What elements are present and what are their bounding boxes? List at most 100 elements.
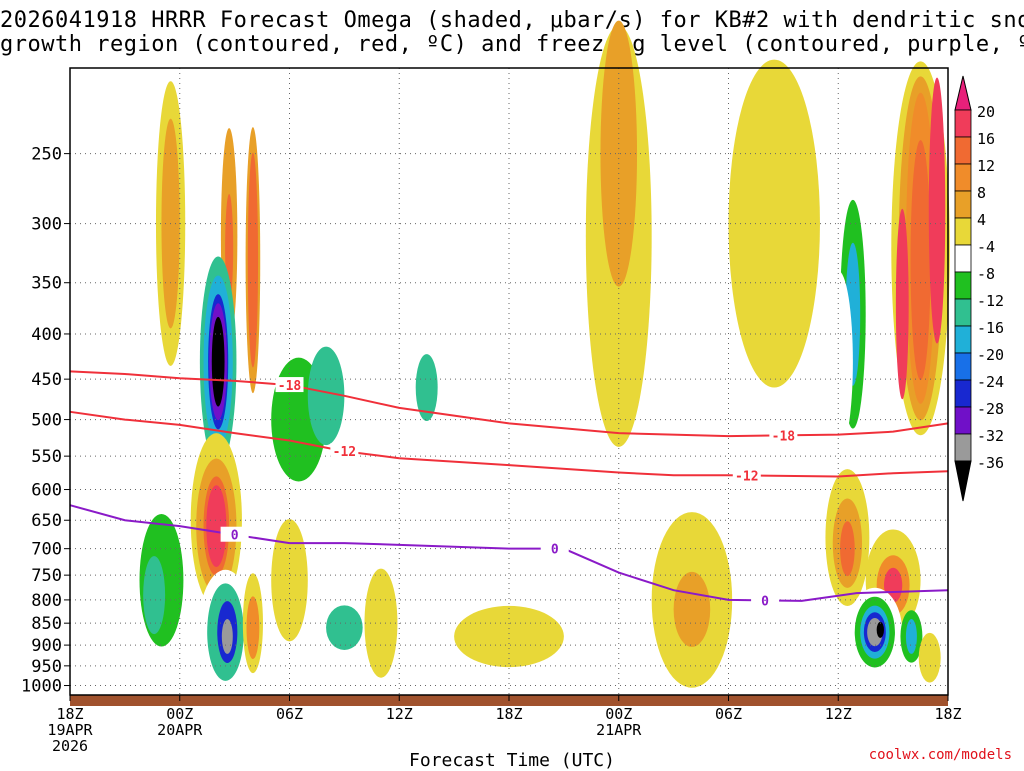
colorbar-segment-4 [954,217,972,246]
omega-region-34 [454,605,564,668]
x-tick-label-48-0: 18Z [934,705,961,723]
x-tick-label-18-0: 12Z [386,705,413,723]
colorbar-label-10: -24 [977,373,1004,391]
y-tick-label-250: 250 [31,145,62,165]
dgz-label--12-b-bg [732,467,761,483]
omega-region-27 [221,619,233,654]
y-tick-label-700: 700 [31,540,62,560]
omega-region-29 [246,596,260,659]
x-tick-label-30-0: 00Z [605,705,632,723]
x-tick-label-0-1: 19APR [47,721,93,739]
y-tick-label-900: 900 [31,636,62,656]
dgz-label--18-b: -18 [772,429,796,444]
y-tick-label-350: 350 [31,274,62,294]
dgz-label--18-a: -18 [278,379,302,394]
colorbar-label-0: 20 [977,103,995,121]
x-tick-label-12-0: 06Z [276,705,303,723]
x-tick-label-6-0: 00Z [166,705,193,723]
y-tick-label-750: 750 [31,566,62,586]
colorbar-segment-10 [954,379,972,408]
colorbar-segment-3 [954,190,972,219]
freezing-label-2: 0 [761,594,769,609]
colorbar-segment-0 [954,109,972,138]
omega-region-20 [206,485,227,567]
y-tick-label-600: 600 [31,481,62,501]
colorbar-segment-5 [954,244,972,273]
y-tick-label-1000: 1000 [21,677,62,697]
colorbar-label-12: -32 [977,427,1004,445]
colorbar-label-11: -28 [977,400,1004,418]
x-tick-label-6-1: 20APR [157,721,203,739]
colorbar-label-7: -12 [977,292,1004,310]
omega-region-39 [728,59,820,388]
omega-region-49 [895,208,909,400]
omega-region-16 [415,354,438,422]
omega-region-64 [918,632,941,683]
omega-region-38 [673,571,711,647]
y-tick-label-450: 450 [31,370,62,390]
colorbar-label-4: 4 [977,211,986,229]
colorbar-label-1: 16 [977,130,995,148]
freezing-label-1-bg [540,540,569,556]
colorbar-label-13: -36 [977,454,1004,472]
x-tick-label-0-0: 18Z [56,705,83,723]
colorbar-segment-8 [954,325,972,354]
omega-region-48 [928,77,946,344]
dgz-label--12-a: -12 [333,445,356,460]
colorbar-segment-9 [954,352,972,381]
y-tick-label-950: 950 [31,657,62,677]
colorbar-bottom-arrow [954,460,972,502]
omega-region-61 [876,621,884,638]
omega-region-6 [211,316,225,407]
omega-region-23 [143,556,166,635]
freezing-label-1: 0 [551,543,559,558]
omega-region-47 [910,140,931,381]
omega-region-32 [326,605,363,650]
omega-region-15 [384,253,414,376]
colorbar-segment-11 [954,406,972,435]
colorbar-label-8: -16 [977,319,1004,337]
dgz-label--12-a-bg [330,443,359,459]
colorbar-segment-12 [954,433,972,462]
x-tick-label-24-0: 18Z [495,705,522,723]
dgz-label--18-a-bg [275,377,304,393]
y-tick-label-400: 400 [31,325,62,345]
colorbar-top-arrow [954,75,972,111]
dgz-label--12-b: -12 [735,469,758,484]
omega-region-8 [247,152,259,368]
dgz-contour--12 [69,410,949,478]
colorbar-segment-1 [954,136,972,165]
y-tick-label-800: 800 [31,591,62,611]
colorbar-label-6: -8 [977,265,995,283]
freezing-label-0-bg [220,526,249,542]
colorbar-segment-2 [954,163,972,192]
x-tick-label-42-0: 12Z [825,705,852,723]
y-tick-label-850: 850 [31,614,62,634]
dgz-label--18-b-bg [769,427,798,443]
omega-region-30 [271,519,308,642]
x-tick-label-36-0: 06Z [715,705,742,723]
x-tick-label-0-2: 2026 [52,737,88,755]
y-tick-label-300: 300 [31,215,62,235]
colorbar-label-3: 8 [977,184,986,202]
y-tick-label-550: 550 [31,447,62,467]
freezing-label-0: 0 [231,529,239,544]
colorbar-label-9: -20 [977,346,1004,364]
freezing-label-2-bg [751,592,780,608]
omega-region-63 [905,619,917,654]
dgz-contour--18 [69,370,949,438]
omega-region-43 [823,270,853,453]
x-axis-label: Forecast Time (UTC) [409,750,615,771]
colorbar-label-5: -4 [977,238,995,256]
y-tick-label-500: 500 [31,411,62,431]
chart-title-line-1: 2026041918 HRRR Forecast Omega (shaded, … [0,8,1024,33]
colorbar-segment-7 [954,298,972,327]
colorbar-label-2: 12 [977,157,995,175]
omega-region-13 [307,346,345,446]
colorbar-segment-6 [954,271,972,300]
credit-text: coolwx.com/models [868,747,1012,763]
x-tick-label-30-1: 21APR [596,721,642,739]
y-tick-label-650: 650 [31,511,62,531]
omega-region-52 [840,521,855,577]
